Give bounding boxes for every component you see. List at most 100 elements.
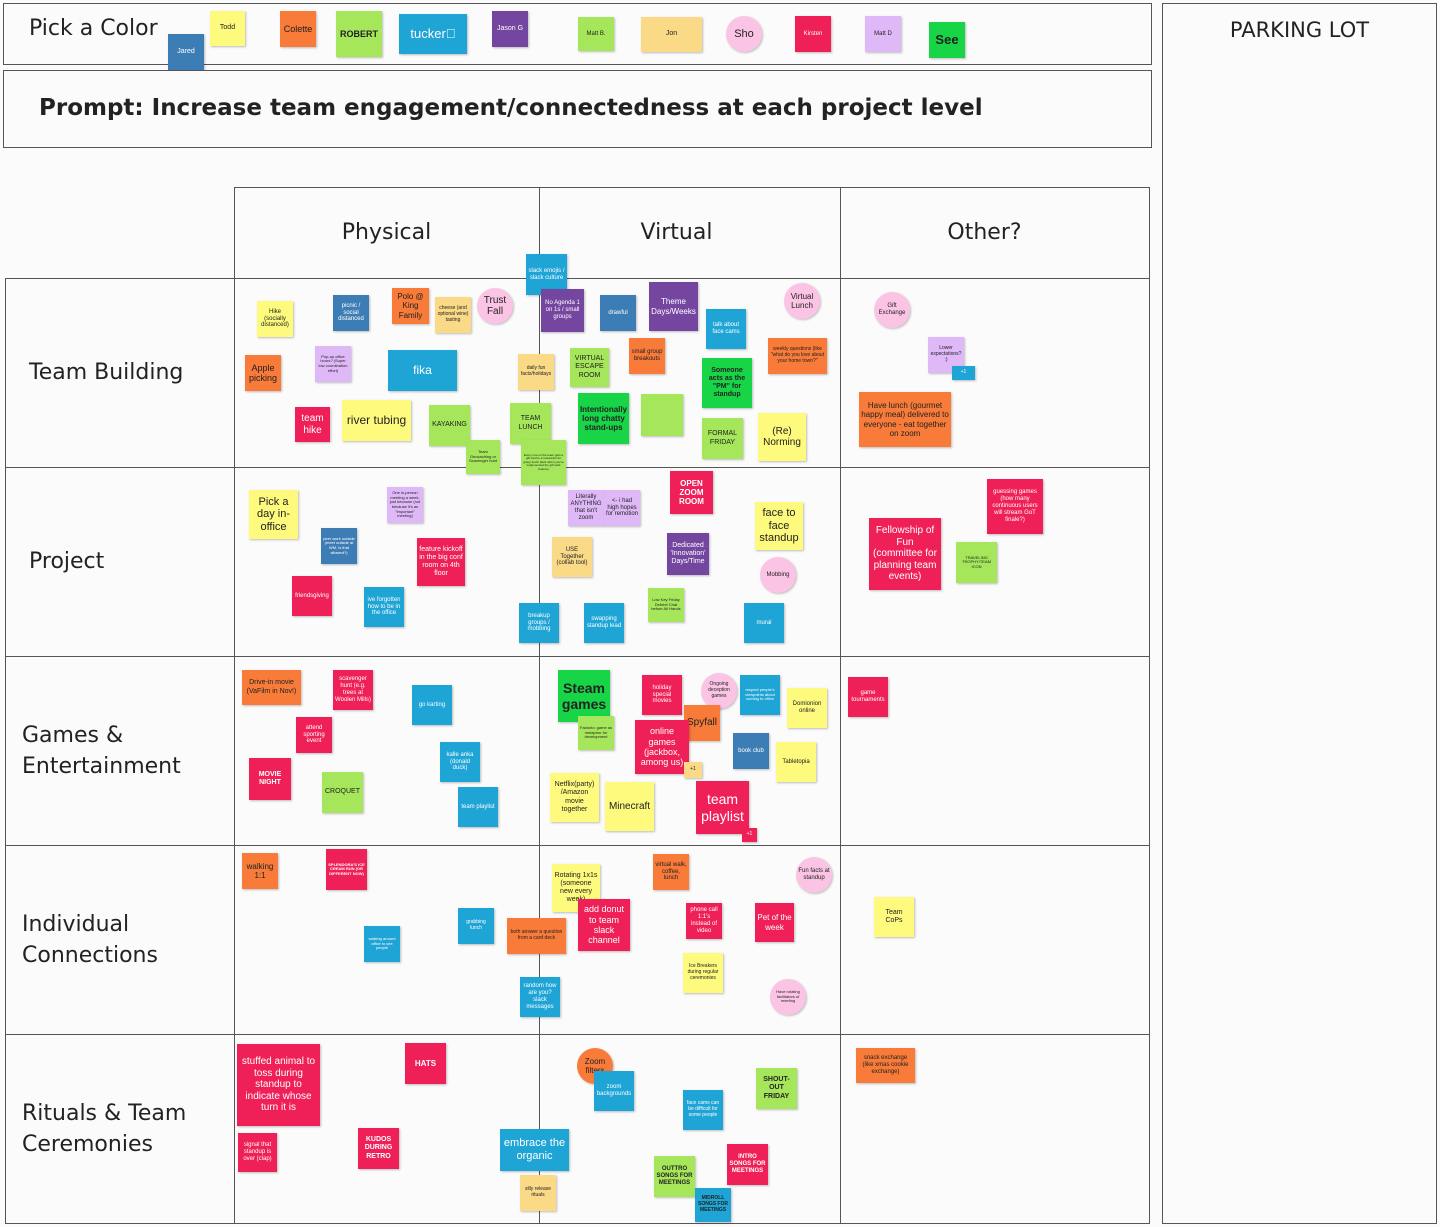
sticky-note[interactable]: Fellowship of Fun (committee for plannin… <box>869 518 941 590</box>
sticky-note[interactable]: fika <box>388 350 457 391</box>
sticky-note[interactable]: MIDROLL SONGS FOR MEETINGS <box>695 1188 731 1222</box>
sticky-note[interactable]: SPLENDORA'S ICE CREAM RUN (OR DIFFERENT … <box>326 849 367 890</box>
sticky-note[interactable]: (Re) Norming <box>758 413 806 461</box>
sticky-note[interactable]: peer work outside (meet outside at WM, i… <box>321 528 357 564</box>
sticky-note[interactable]: both answer a question from a card deck <box>507 918 566 954</box>
sticky-note[interactable]: TEAM LUNCH <box>510 403 551 444</box>
sticky-note[interactable]: scavenger hunt (e.g. trees at Woolen Mil… <box>333 670 373 710</box>
sticky-note[interactable]: kalle anka (donald duck) <box>440 742 480 782</box>
sticky-note[interactable]: ive forgotten how to be in the office <box>364 587 404 627</box>
sticky-note[interactable]: game tournaments <box>848 677 888 717</box>
sticky-note[interactable]: weekly questions (like "what do you love… <box>768 338 827 374</box>
sticky-note[interactable]: walking around office to see people <box>364 926 400 962</box>
color-sticky-note[interactable]: Jason G <box>492 11 528 47</box>
sticky-note[interactable]: Fun facts at standup <box>796 857 832 893</box>
sticky-note[interactable] <box>641 394 683 436</box>
sticky-note[interactable]: Have rotating facilitators of meeting <box>770 979 806 1015</box>
sticky-note[interactable]: feature kickoff in the big conf room on … <box>417 538 465 586</box>
sticky-note[interactable]: Intentionally long chatty stand-ups <box>578 393 629 444</box>
sticky-note[interactable]: signal that standup is over (clap) <box>238 1133 277 1172</box>
sticky-note[interactable]: INTRO SONGS FOR MEETINGS <box>727 1144 768 1185</box>
sticky-note[interactable]: face cams can be difficult for some peop… <box>683 1090 723 1130</box>
sticky-note[interactable]: picnic / social distanced <box>333 295 369 331</box>
color-sticky-note[interactable]: Matt B. <box>578 17 614 51</box>
sticky-note[interactable]: embrace the organic <box>500 1129 569 1171</box>
sticky-note[interactable]: +1 <box>952 366 975 380</box>
sticky-note[interactable]: team hike <box>295 407 330 442</box>
sticky-note[interactable]: Mobbing <box>760 557 796 593</box>
color-sticky-note[interactable]: Kirsten <box>795 16 831 52</box>
sticky-note[interactable]: VIRTUAL ESCAPE ROOM <box>570 348 609 387</box>
color-sticky-note[interactable]: Jon <box>641 17 702 52</box>
sticky-note[interactable]: small group breakouts <box>629 338 665 374</box>
sticky-note[interactable]: talk about face cams <box>706 309 746 349</box>
sticky-note[interactable]: attend sporting event <box>296 717 332 753</box>
sticky-note[interactable]: One in-person meeting a week, just becau… <box>387 487 423 523</box>
sticky-note[interactable]: Dedicated 'Innovation' Days/Time <box>667 533 709 575</box>
sticky-note[interactable]: KUDOS DURING RETRO <box>358 1128 399 1169</box>
sticky-note[interactable]: Spyfall <box>684 705 720 741</box>
sticky-note[interactable]: Factorio: game as metaphor for developme… <box>578 716 614 750</box>
sticky-note[interactable]: book club <box>733 733 769 769</box>
sticky-note[interactable]: face to face standup <box>755 502 803 550</box>
sticky-note[interactable]: Low Key Friday Debrief Chat before All H… <box>648 588 684 622</box>
sticky-note[interactable]: swapping standup lead <box>584 603 624 643</box>
sticky-note[interactable]: stuffed animal to toss during standup to… <box>237 1044 320 1126</box>
sticky-note[interactable]: Theme Days/Weeks <box>649 282 698 331</box>
color-sticky-note[interactable]: Jared <box>168 34 204 70</box>
sticky-note[interactable]: Hike (socially distanced) <box>257 301 293 337</box>
sticky-note[interactable]: Have lunch (gourmet happy meal) delivere… <box>859 392 951 447</box>
sticky-note[interactable]: guessing games (how many continuous user… <box>987 479 1043 534</box>
sticky-note[interactable]: silly release rituals <box>520 1175 556 1211</box>
sticky-note[interactable]: MOVIE NIGHT <box>249 758 291 800</box>
sticky-note[interactable]: Steam games <box>558 670 610 722</box>
sticky-note[interactable]: KAYAKING <box>429 405 470 446</box>
sticky-note[interactable]: HATS <box>405 1043 446 1084</box>
sticky-note[interactable]: Pop-up office hours? (Super low coordina… <box>315 346 351 382</box>
sticky-note[interactable]: mural <box>744 603 784 643</box>
sticky-note[interactable]: OPEN ZOOM ROOM <box>670 471 713 514</box>
sticky-note[interactable]: Domionion online <box>787 688 827 728</box>
sticky-note[interactable]: team playlist <box>458 787 498 827</box>
sticky-note[interactable]: Trust Fall <box>477 288 513 324</box>
sticky-note[interactable]: friendsgiving <box>292 576 332 616</box>
sticky-note[interactable]: Literally ANYTHING that isn't zoom <box>568 490 604 526</box>
sticky-note[interactable]: virtual walk, coffee, lunch <box>653 854 689 890</box>
sticky-note[interactable]: USE Together (collab tool) <box>552 537 592 577</box>
sticky-note[interactable]: breakup groups / mobbing <box>519 603 559 643</box>
sticky-note[interactable]: Team Geocaching or Scavenger hunt <box>466 440 500 474</box>
sticky-note[interactable]: Drive-in movie (VaFilm in Nov!) <box>242 670 301 705</box>
sticky-note[interactable]: No Agenda 1 on 1s / small groups <box>541 289 584 332</box>
sticky-note[interactable]: zoom backgrounds <box>594 1071 634 1111</box>
sticky-note[interactable]: SHOUT-OUT FRIDAY <box>756 1068 797 1109</box>
sticky-note[interactable]: Someone acts as the "PM" for standup <box>702 358 752 408</box>
color-sticky-note[interactable]: ROBERT <box>336 11 382 57</box>
sticky-note[interactable]: Tabletopia <box>776 742 816 782</box>
sticky-note[interactable]: slack emojis / slack culture <box>526 254 567 295</box>
sticky-note[interactable]: FORMAL FRIDAY <box>702 418 743 459</box>
sticky-note[interactable]: team playlist <box>696 781 749 834</box>
color-sticky-note[interactable]: tucker⃞ <box>399 14 467 54</box>
color-sticky-note[interactable]: Sho <box>726 16 762 52</box>
color-sticky-note[interactable]: Matt D <box>865 16 901 52</box>
sticky-note[interactable]: Rotating 1x1s (someone new every week) <box>552 864 600 912</box>
sticky-note[interactable]: Polo @ King Family <box>392 288 429 324</box>
sticky-note[interactable]: Minecraft <box>605 782 654 831</box>
color-sticky-note[interactable]: Todd <box>210 11 245 46</box>
sticky-note[interactable]: <- i had high hopes for remotion <box>604 490 640 526</box>
sticky-note[interactable]: go karting <box>412 685 452 725</box>
sticky-note[interactable]: +1 <box>742 828 757 842</box>
sticky-note[interactable]: grabbing lunch <box>458 908 494 944</box>
sticky-note[interactable]: OUTTRO SONGS FOR MEETINGS <box>654 1156 695 1197</box>
sticky-note[interactable]: Ice Breakers during regular ceremonies <box>683 953 723 993</box>
sticky-note[interactable]: random how are you? slack messages <box>520 977 560 1017</box>
sticky-note[interactable]: CROQUET <box>322 772 363 813</box>
sticky-note[interactable]: Apple picking <box>245 355 281 391</box>
sticky-note[interactable]: Team CoPs <box>874 897 914 937</box>
sticky-note[interactable]: Ongoing deception games <box>701 673 737 709</box>
sticky-note[interactable]: snack exchange (like xmas cookie exchang… <box>856 1048 915 1083</box>
sticky-note[interactable]: Netflix(party) /Amazon movie together <box>550 773 599 822</box>
sticky-note[interactable]: online games (jackbox, among us) <box>635 720 689 774</box>
sticky-note[interactable]: add donut to team slack channel <box>578 899 630 951</box>
sticky-note[interactable]: respect people's viewpoints about coming… <box>740 675 780 715</box>
